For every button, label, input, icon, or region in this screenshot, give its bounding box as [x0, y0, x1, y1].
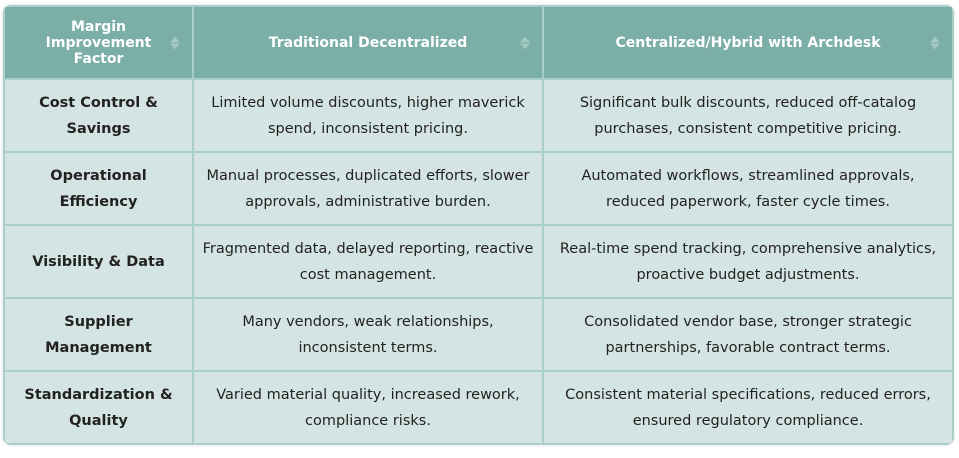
- factor-cell: Standardization & Quality: [5, 372, 192, 443]
- header-label: Traditional Decentralized: [268, 34, 468, 51]
- header-traditional[interactable]: Traditional Decentralized: [194, 7, 542, 78]
- table-row: Cost Control & Savings Limited volume dis…: [5, 80, 952, 151]
- sort-arrows-icon[interactable]: [170, 36, 180, 49]
- header-label: Centralized/Hybrid with Archdesk: [615, 34, 881, 51]
- factor-cell: Visibility & Data: [5, 226, 192, 297]
- traditional-cell: Limited volume discounts, higher maveric…: [194, 80, 542, 151]
- traditional-cell: Fragmented data, delayed reporting, reac…: [194, 226, 542, 297]
- comparison-table: Margin Improvement Factor Traditional De…: [3, 5, 954, 445]
- header-centralized[interactable]: Centralized/Hybrid with Archdesk: [544, 7, 952, 78]
- centralized-cell: Consolidated vendor base, stronger strat…: [544, 299, 952, 370]
- table-row: Standardization & Quality Varied material…: [5, 372, 952, 443]
- factor-cell: Cost Control & Savings: [5, 80, 192, 151]
- traditional-cell: Manual processes, duplicated efforts, sl…: [194, 153, 542, 224]
- table-row: Visibility & Data Fragmented data, delaye…: [5, 226, 952, 297]
- sort-arrows-icon[interactable]: [520, 36, 530, 49]
- factor-cell: Supplier Management: [5, 299, 192, 370]
- traditional-cell: Many vendors, weak relationships, incons…: [194, 299, 542, 370]
- factor-cell: Operational Efficiency: [5, 153, 192, 224]
- sort-arrows-icon[interactable]: [930, 36, 940, 49]
- header-label: Margin Improvement Factor: [45, 18, 152, 67]
- centralized-cell: Consistent material specifications, redu…: [544, 372, 952, 443]
- header-factor[interactable]: Margin Improvement Factor: [5, 7, 192, 78]
- centralized-cell: Significant bulk discounts, reduced off-…: [544, 80, 952, 151]
- centralized-cell: Real-time spend tracking, comprehensive …: [544, 226, 952, 297]
- table-row: Supplier Management Many vendors, weak re…: [5, 299, 952, 370]
- traditional-cell: Varied material quality, increased rewor…: [194, 372, 542, 443]
- header-row: Margin Improvement Factor Traditional De…: [5, 7, 952, 78]
- centralized-cell: Automated workflows, streamlined approva…: [544, 153, 952, 224]
- comparison-table-container: Margin Improvement Factor Traditional De…: [3, 5, 954, 445]
- table-row: Operational Efficiency Manual processes, …: [5, 153, 952, 224]
